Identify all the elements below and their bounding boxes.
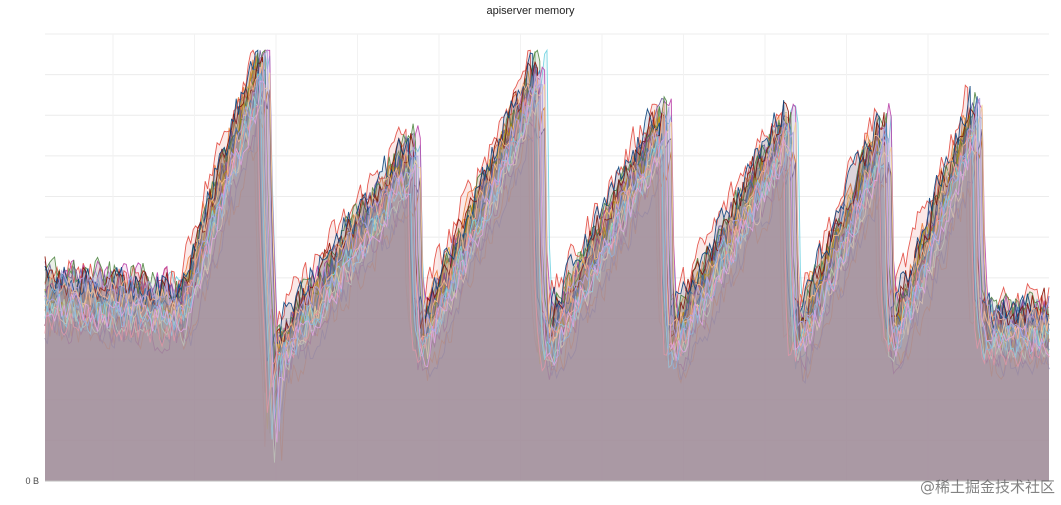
series-area [45,73,1049,482]
series-area [45,53,1049,481]
series-area [45,59,1049,481]
series-area [45,73,1049,482]
series-line [44,89,1050,419]
series-line [44,56,1050,380]
series-area [45,64,1049,482]
watermark: @稀土掘金技术社区 [919,478,1055,496]
series-area [45,62,1049,482]
series-area [45,56,1049,482]
series-area [45,86,1049,482]
series-area [45,84,1049,481]
series-line [44,62,1050,388]
chart-title: apiserver memory [486,5,575,17]
series-area [45,83,1049,482]
series-area [45,74,1049,482]
series-line [44,86,1050,455]
series-area [45,50,1049,482]
series-area [45,93,1049,481]
series-area [45,62,1049,481]
series-area [45,89,1049,481]
series-line [44,73,1050,440]
series-line [44,48,1050,432]
series-area [45,50,1049,482]
y-tick-label: 0 B [25,476,39,486]
series-line [44,64,1050,389]
